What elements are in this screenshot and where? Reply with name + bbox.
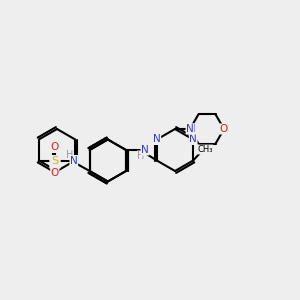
Text: H: H — [66, 149, 74, 160]
Text: N: N — [188, 124, 196, 134]
Text: N: N — [70, 155, 78, 166]
Text: N: N — [141, 145, 149, 155]
Text: Cl: Cl — [50, 158, 60, 168]
Text: O: O — [51, 142, 59, 152]
Text: N: N — [153, 134, 161, 145]
Text: CH₃: CH₃ — [197, 145, 213, 154]
Text: S: S — [51, 155, 58, 166]
Text: N: N — [189, 134, 197, 145]
Text: O: O — [51, 169, 59, 178]
Text: H: H — [137, 151, 145, 161]
Text: N: N — [186, 124, 194, 134]
Text: O: O — [220, 124, 228, 134]
